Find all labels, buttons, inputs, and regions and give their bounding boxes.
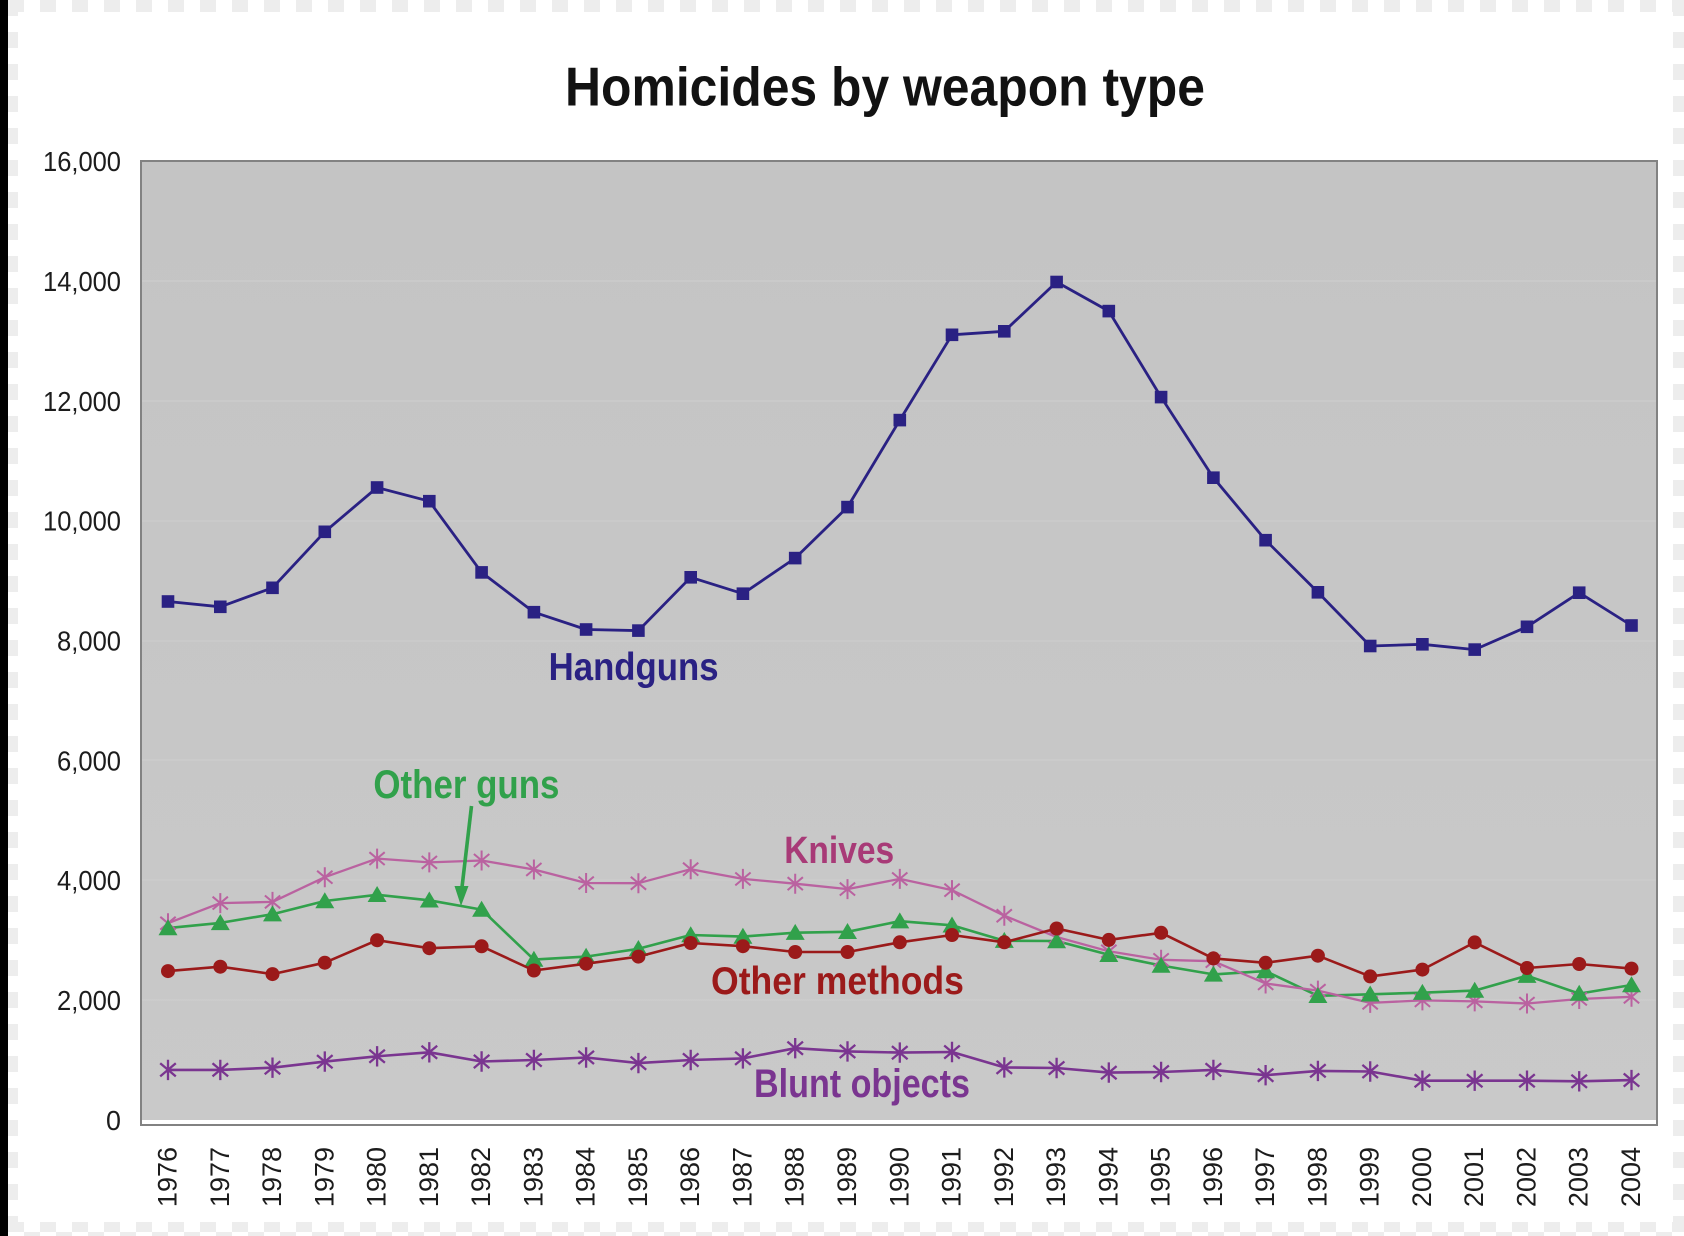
svg-text:1984: 1984 (571, 1147, 601, 1207)
svg-text:1982: 1982 (466, 1147, 496, 1207)
svg-text:8,000: 8,000 (57, 625, 121, 656)
svg-text:1976: 1976 (153, 1147, 183, 1207)
svg-text:1992: 1992 (989, 1147, 1019, 1207)
svg-text:1994: 1994 (1093, 1147, 1123, 1207)
svg-text:1999: 1999 (1355, 1147, 1385, 1207)
svg-text:Knives: Knives (784, 829, 894, 871)
svg-text:1995: 1995 (1146, 1147, 1176, 1207)
svg-text:10,000: 10,000 (43, 506, 121, 537)
svg-text:Homicides by weapon type: Homicides by weapon type (565, 56, 1205, 118)
svg-text:1990: 1990 (884, 1147, 914, 1207)
svg-text:0: 0 (106, 1104, 121, 1136)
svg-text:1996: 1996 (1198, 1147, 1228, 1207)
svg-text:16,000: 16,000 (43, 146, 121, 177)
svg-text:1979: 1979 (309, 1147, 339, 1207)
svg-text:1977: 1977 (205, 1147, 235, 1207)
svg-text:1993: 1993 (1041, 1147, 1071, 1207)
svg-text:1983: 1983 (518, 1147, 548, 1207)
svg-text:2,000: 2,000 (57, 985, 121, 1016)
svg-text:6,000: 6,000 (57, 745, 121, 776)
svg-text:Blunt objects: Blunt objects (754, 1060, 970, 1105)
svg-text:2001: 2001 (1459, 1147, 1489, 1207)
svg-text:1987: 1987 (727, 1147, 757, 1207)
svg-text:2003: 2003 (1564, 1147, 1594, 1207)
svg-text:2002: 2002 (1512, 1147, 1542, 1207)
svg-text:12,000: 12,000 (43, 386, 121, 417)
svg-text:2004: 2004 (1616, 1147, 1646, 1207)
svg-text:1989: 1989 (832, 1147, 862, 1207)
svg-text:1988: 1988 (780, 1147, 810, 1207)
svg-text:1997: 1997 (1250, 1147, 1280, 1207)
svg-text:1981: 1981 (414, 1147, 444, 1207)
svg-text:2000: 2000 (1407, 1147, 1437, 1207)
svg-text:1980: 1980 (362, 1147, 392, 1207)
svg-text:1985: 1985 (623, 1147, 653, 1207)
svg-text:1998: 1998 (1302, 1147, 1332, 1207)
svg-text:1986: 1986 (675, 1147, 705, 1207)
svg-text:1978: 1978 (257, 1147, 287, 1207)
svg-text:4,000: 4,000 (57, 865, 121, 896)
svg-text:14,000: 14,000 (43, 266, 121, 297)
svg-text:Other methods: Other methods (711, 958, 964, 1002)
svg-text:Other guns: Other guns (373, 762, 559, 807)
svg-text:1991: 1991 (937, 1147, 967, 1207)
svg-text:Handguns: Handguns (549, 645, 719, 688)
